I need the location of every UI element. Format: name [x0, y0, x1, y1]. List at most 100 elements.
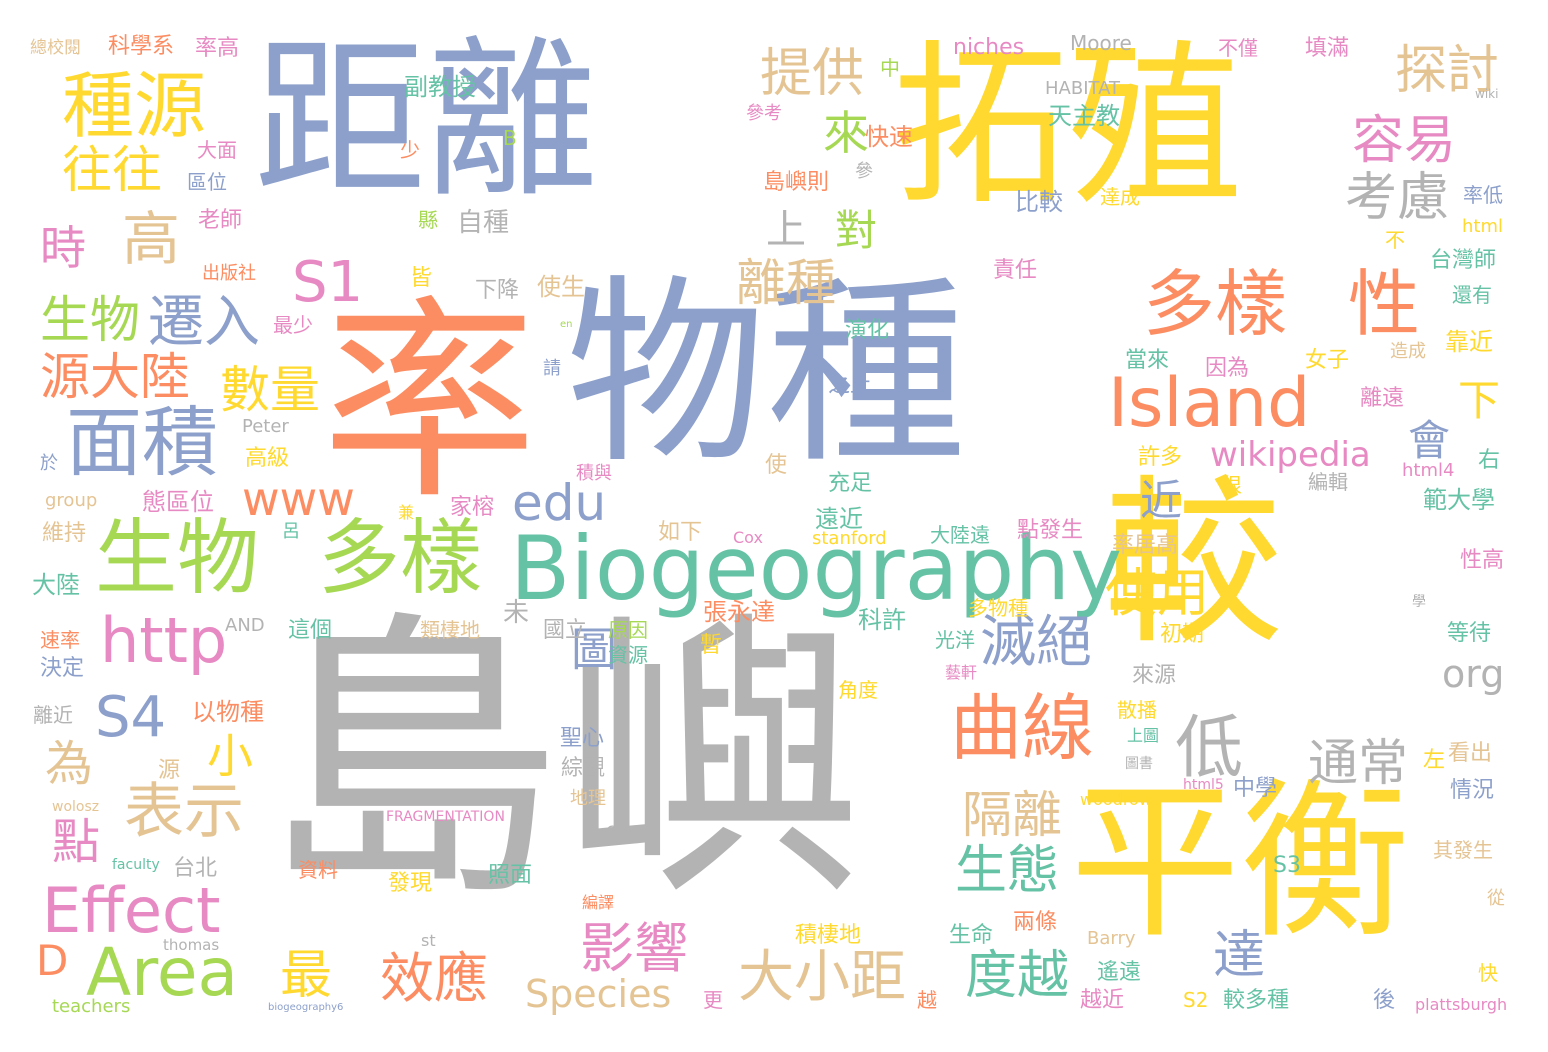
- word: 多樣: [1143, 262, 1288, 346]
- word: 台北: [173, 856, 218, 881]
- word: biogeography6: [268, 1002, 344, 1013]
- word: Barry: [1087, 928, 1136, 949]
- word: 範大學: [1423, 486, 1495, 514]
- word: 速率: [40, 628, 80, 652]
- word: 快速: [865, 123, 913, 151]
- word: stanford: [812, 528, 887, 549]
- word: 為: [45, 736, 94, 792]
- word: 會: [1408, 416, 1451, 465]
- word: 生命: [949, 923, 994, 948]
- word: 區位: [187, 170, 227, 194]
- word: 中: [880, 56, 900, 80]
- word: html: [1462, 216, 1504, 237]
- word: 女子: [1305, 348, 1350, 373]
- word: 表示: [124, 777, 244, 847]
- word: 下: [1458, 376, 1501, 425]
- word: 最: [280, 946, 333, 1006]
- word: 面積: [66, 398, 218, 487]
- word: S4: [95, 685, 167, 750]
- word: 台灣師: [1430, 248, 1497, 273]
- word: C: [606, 822, 618, 841]
- word: Biogeography: [510, 517, 1123, 620]
- word: 不: [1385, 228, 1405, 252]
- word: 後: [1373, 988, 1396, 1013]
- word: wiki: [1475, 87, 1499, 101]
- word: 縣: [418, 208, 438, 232]
- word: Island: [1108, 364, 1311, 443]
- word: 更: [703, 988, 723, 1012]
- word: 於: [40, 453, 58, 474]
- word: 遠近: [815, 505, 863, 533]
- word: 天主教: [1048, 102, 1120, 130]
- word: 綜觀: [561, 756, 606, 781]
- word: 資料: [298, 858, 338, 882]
- word: 聖心: [560, 726, 605, 751]
- word: 藝軒: [945, 663, 978, 682]
- word: 率高: [195, 36, 240, 61]
- word: 來源: [1132, 663, 1177, 688]
- word: 暫: [700, 633, 723, 658]
- word: 島嶼則: [763, 170, 830, 195]
- word: 維持: [42, 521, 87, 546]
- word: 通常: [1308, 734, 1408, 792]
- word: 未: [503, 598, 530, 628]
- word: 離種: [736, 254, 836, 312]
- word: 當來: [1125, 348, 1170, 373]
- word: 大面: [197, 138, 237, 162]
- word: niches: [953, 35, 1025, 60]
- word: 比較: [1015, 188, 1063, 216]
- word: 責任: [993, 258, 1038, 283]
- word: 大小距: [738, 945, 906, 1010]
- word: 影響: [580, 917, 688, 980]
- word: 這個: [288, 618, 333, 643]
- word: 積棲地: [795, 923, 862, 948]
- word: 達: [1213, 926, 1266, 986]
- word: Effect: [42, 874, 221, 947]
- word: 率居高: [1112, 533, 1179, 558]
- word: 科許: [858, 606, 906, 634]
- word: 少: [400, 138, 420, 162]
- word: 上圖: [1127, 726, 1160, 745]
- word: 下降: [475, 278, 520, 303]
- word: 探討: [1395, 41, 1500, 101]
- word: 生態: [955, 841, 1060, 901]
- word: 地理: [570, 788, 606, 809]
- word: 平衡: [1070, 764, 1411, 962]
- word: 編譯: [582, 893, 615, 912]
- word: org: [1442, 652, 1505, 696]
- word: 參考: [746, 103, 782, 124]
- word: 生物: [40, 291, 140, 349]
- word: B: [503, 126, 517, 150]
- word: 較多種: [1223, 988, 1290, 1013]
- word: 張永達: [703, 598, 775, 626]
- word: 兼: [398, 503, 415, 522]
- word: 總校閱: [30, 38, 81, 58]
- word: 拓殖: [893, 26, 1243, 229]
- word: 往往: [62, 141, 162, 199]
- word: 等待: [1447, 621, 1492, 646]
- word: 越近: [1080, 988, 1125, 1013]
- word: 皆: [410, 266, 433, 291]
- word: 來: [823, 106, 869, 160]
- word: 性高: [1460, 548, 1505, 573]
- word: 積與: [576, 463, 612, 484]
- word: 中學: [1233, 776, 1278, 801]
- word: html5: [1183, 777, 1224, 793]
- word: 散播: [1117, 698, 1157, 722]
- word: 滅絕: [980, 610, 1092, 675]
- word: 靠近: [1445, 328, 1493, 356]
- word: 許多: [1138, 445, 1183, 470]
- word: 老師: [198, 208, 243, 233]
- word: Moore: [1070, 31, 1132, 55]
- word: 遙遠: [1097, 960, 1142, 985]
- word: 上: [766, 207, 806, 253]
- word: woodrow: [1080, 790, 1152, 809]
- word: http: [100, 604, 228, 677]
- word: 演化: [845, 318, 890, 343]
- word: 圖書: [1125, 756, 1153, 772]
- word: S3: [1273, 853, 1301, 878]
- word: AND: [225, 615, 265, 636]
- word: 高: [122, 205, 181, 273]
- word: 物種: [566, 258, 967, 491]
